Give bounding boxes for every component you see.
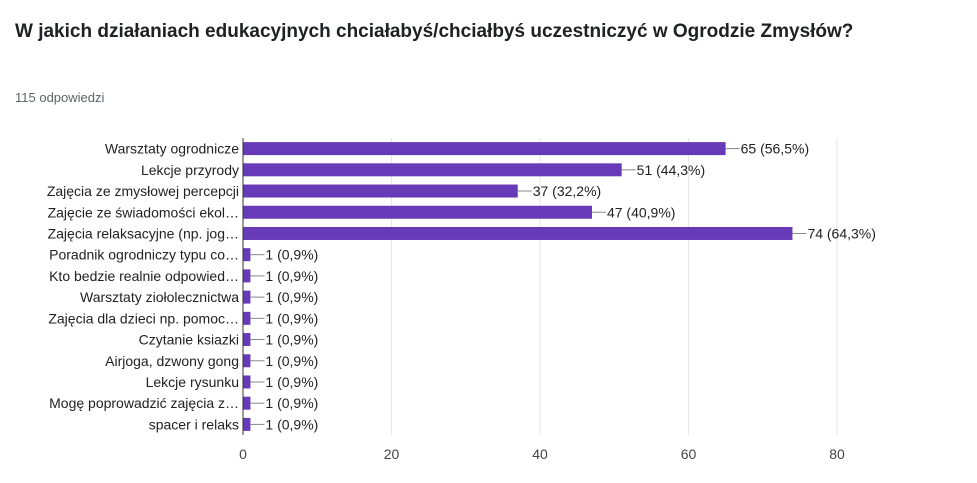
category-label: Warsztaty ziołolecznictwa <box>80 289 239 305</box>
value-label: 1 (0,9%) <box>265 268 318 284</box>
bar <box>243 248 251 262</box>
category-label: spacer i relaks <box>149 416 239 432</box>
category-label: Lekcje przyrody <box>141 162 239 178</box>
value-label: 1 (0,9%) <box>265 353 318 369</box>
category-label: Zajęcie ze świadomości ekol… <box>48 204 239 220</box>
category-label: Airjoga, dzwony gong <box>105 353 239 369</box>
value-label: 65 (56,5%) <box>741 141 809 157</box>
bar <box>243 142 726 156</box>
response-count: 115 odpowiedzi <box>15 90 105 105</box>
value-label: 1 (0,9%) <box>265 247 318 263</box>
x-tick-label: 40 <box>532 446 548 462</box>
bar <box>243 290 251 304</box>
category-label: Czytanie ksiazki <box>139 332 239 348</box>
x-tick-label: 20 <box>384 446 400 462</box>
bar <box>243 311 251 325</box>
bar <box>243 333 251 347</box>
x-tick-label: 60 <box>681 446 697 462</box>
bar <box>243 269 251 283</box>
bar <box>243 417 251 431</box>
category-label: Kto bedzie realnie odpowied… <box>49 268 239 284</box>
value-label: 37 (32,2%) <box>533 183 601 199</box>
category-label: Poradnik ogrodniczy typu co… <box>49 247 239 263</box>
category-label: Zajęcia relaksacyjne (np. jog… <box>48 225 239 241</box>
bar <box>243 375 251 389</box>
value-label: 1 (0,9%) <box>265 416 318 432</box>
value-label: 1 (0,9%) <box>265 395 318 411</box>
bar <box>243 184 518 198</box>
value-label: 1 (0,9%) <box>265 310 318 326</box>
category-label: Warsztaty ogrodnicze <box>105 141 239 157</box>
bar <box>243 226 793 240</box>
bar <box>243 163 622 177</box>
category-label: Mogę poprowadzić zajęcia z… <box>49 395 239 411</box>
value-label: 51 (44,3%) <box>637 162 705 178</box>
bar <box>243 396 251 410</box>
bar <box>243 205 592 219</box>
value-label: 1 (0,9%) <box>265 374 318 390</box>
category-label: Zajęcia ze zmysłowej percepcji <box>47 183 239 199</box>
value-label: 74 (64,3%) <box>807 225 875 241</box>
category-label: Zajęcia dla dzieci np. pomoc… <box>48 310 239 326</box>
category-label: Lekcje rysunku <box>146 374 239 390</box>
bar <box>243 354 251 368</box>
value-label: 1 (0,9%) <box>265 289 318 305</box>
x-tick-label: 80 <box>829 446 845 462</box>
question-title: W jakich działaniach edukacyjnych chciał… <box>15 21 854 42</box>
value-label: 1 (0,9%) <box>265 332 318 348</box>
value-label: 47 (40,9%) <box>607 204 675 220</box>
x-tick-label: 0 <box>239 446 247 462</box>
